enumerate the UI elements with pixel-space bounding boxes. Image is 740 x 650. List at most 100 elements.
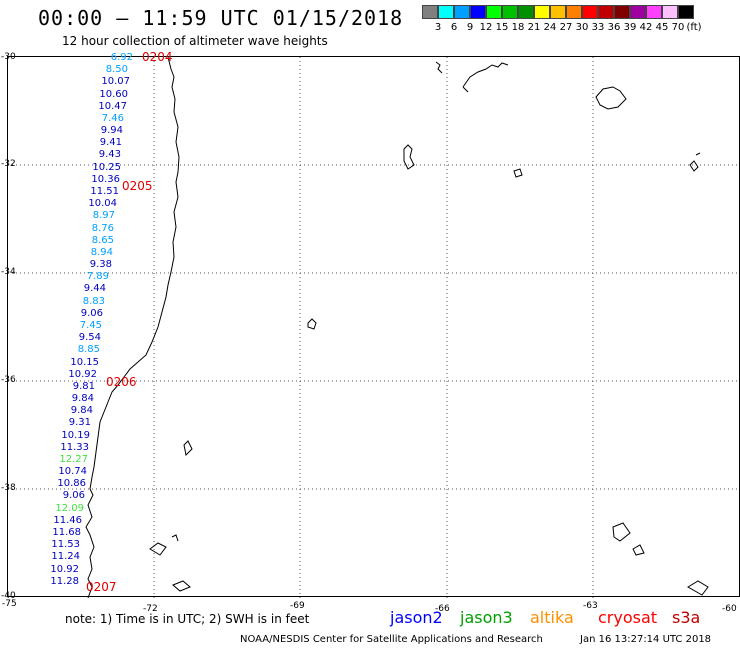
color-scale-label: 42 xyxy=(639,22,653,33)
color-scale xyxy=(422,5,694,19)
island xyxy=(149,534,179,556)
color-scale-label: 12 xyxy=(479,22,493,33)
color-scale-label: 3 xyxy=(434,22,442,33)
pass-time-label: 0206 xyxy=(106,375,137,389)
wave-height-value: 7.45 xyxy=(79,319,102,331)
wave-height-value: 10.86 xyxy=(57,478,86,490)
legend-s3a: s3a xyxy=(672,608,701,627)
color-swatch xyxy=(422,5,438,19)
wave-height-value: 11.28 xyxy=(50,575,79,587)
color-swatch xyxy=(454,5,470,19)
wave-height-value: 9.81 xyxy=(72,380,95,392)
wave-height-value: 6.92 xyxy=(110,52,133,63)
color-scale-label: 6 xyxy=(450,22,458,33)
coast-feature xyxy=(435,61,443,74)
wave-height-value: 9.54 xyxy=(78,332,101,344)
color-swatch xyxy=(646,5,662,19)
color-scale-label: 27 xyxy=(559,22,573,33)
wave-height-value: 9.06 xyxy=(80,307,103,319)
color-scale-label: 9 xyxy=(466,22,474,33)
lat-label: -38 xyxy=(1,483,16,493)
island xyxy=(689,152,701,172)
lon-label: -63 xyxy=(583,601,598,611)
island xyxy=(403,144,415,170)
wave-height-value: 10.36 xyxy=(91,173,120,185)
pass-time-label: 0205 xyxy=(122,179,153,193)
wave-height-value: 7.46 xyxy=(101,112,124,124)
lon-label: -75 xyxy=(2,599,17,609)
wave-height-value: 9.84 xyxy=(71,393,94,405)
wave-height-value: 10.74 xyxy=(58,466,87,478)
wave-height-value: 11.46 xyxy=(53,514,82,526)
wave-height-value: 9.94 xyxy=(100,125,123,137)
wave-height-value: 10.15 xyxy=(70,356,99,368)
color-scale-label: 30 xyxy=(575,22,589,33)
color-scale-labels: 3 6 9 12 15 18 21 24 27 30 33 36 39 42 45 70 (ft) xyxy=(422,22,740,36)
color-swatch xyxy=(438,5,454,19)
color-swatch xyxy=(630,5,646,19)
color-scale-label: 39 xyxy=(623,22,637,33)
wave-height-value: 10.92 xyxy=(68,368,97,380)
color-swatch xyxy=(582,5,598,19)
color-scale-label: 33 xyxy=(591,22,605,33)
wave-height-value: 9.06 xyxy=(62,490,85,502)
color-swatch xyxy=(662,5,678,19)
color-swatch xyxy=(598,5,614,19)
wave-height-value: 10.25 xyxy=(92,161,121,173)
wave-height-value: 9.84 xyxy=(70,405,93,417)
color-scale-label: 18 xyxy=(511,22,525,33)
wave-height-value: 8.65 xyxy=(91,234,114,246)
legend-cryosat: cryosat xyxy=(598,608,658,627)
wave-height-value: 10.19 xyxy=(61,429,90,441)
color-scale-label: (ft) xyxy=(686,22,702,33)
pass-time-label: 0204 xyxy=(142,50,173,64)
coast-feature xyxy=(595,86,627,110)
wave-height-value: 11.53 xyxy=(51,539,80,551)
island xyxy=(687,580,709,596)
wave-height-value: 10.60 xyxy=(99,88,128,100)
chile-coastline xyxy=(85,57,180,598)
wave-height-value: 7.89 xyxy=(86,271,109,283)
wave-height-value: 9.41 xyxy=(99,137,122,149)
color-scale-label: 21 xyxy=(527,22,541,33)
wave-height-value: 11.51 xyxy=(90,185,119,197)
island xyxy=(172,580,191,592)
wave-height-value: 8.97 xyxy=(92,210,115,222)
color-swatch xyxy=(614,5,630,19)
lat-label: -32 xyxy=(1,159,16,169)
lon-label: -60 xyxy=(722,604,737,614)
legend-jason2: jason2 xyxy=(390,608,443,627)
wave-height-value: 10.04 xyxy=(88,198,117,210)
wave-height-value: 10.07 xyxy=(101,76,130,88)
wave-height-value: 11.68 xyxy=(52,527,81,539)
color-swatch xyxy=(486,5,502,19)
island xyxy=(183,440,193,457)
wave-height-value: 9.43 xyxy=(98,149,121,161)
lon-label: -72 xyxy=(143,604,158,614)
color-scale-label: 15 xyxy=(495,22,509,33)
island xyxy=(513,168,523,178)
wave-height-value: 12.09 xyxy=(55,502,84,514)
wave-height-value: 12.27 xyxy=(59,453,88,465)
wave-height-value: 8.50 xyxy=(105,64,128,76)
legend-jason3: jason3 xyxy=(460,608,513,627)
map-svg xyxy=(8,57,740,598)
wave-height-value: 8.76 xyxy=(91,222,114,234)
color-swatch xyxy=(518,5,534,19)
wave-height-value: 9.38 xyxy=(89,259,112,271)
footer-credit: NOAA/NESDIS Center for Satellite Applica… xyxy=(240,634,543,645)
island xyxy=(612,522,645,556)
coast-feature xyxy=(462,62,509,93)
wave-height-value: 11.24 xyxy=(51,551,80,563)
color-swatch xyxy=(566,5,582,19)
color-scale-label: 24 xyxy=(543,22,557,33)
lon-label: -66 xyxy=(435,604,450,614)
footer-timestamp: Jan 16 13:27:14 UTC 2018 xyxy=(580,634,712,645)
color-swatch xyxy=(502,5,518,19)
map-title: 00:00 – 11:59 UTC 01/15/2018 xyxy=(38,6,404,30)
color-swatch xyxy=(550,5,566,19)
wave-height-value: 10.47 xyxy=(98,100,127,112)
wave-height-value: 11.33 xyxy=(60,441,89,453)
map-subtitle: 12 hour collection of altimeter wave hei… xyxy=(62,34,328,48)
lat-label: -36 xyxy=(1,375,16,385)
